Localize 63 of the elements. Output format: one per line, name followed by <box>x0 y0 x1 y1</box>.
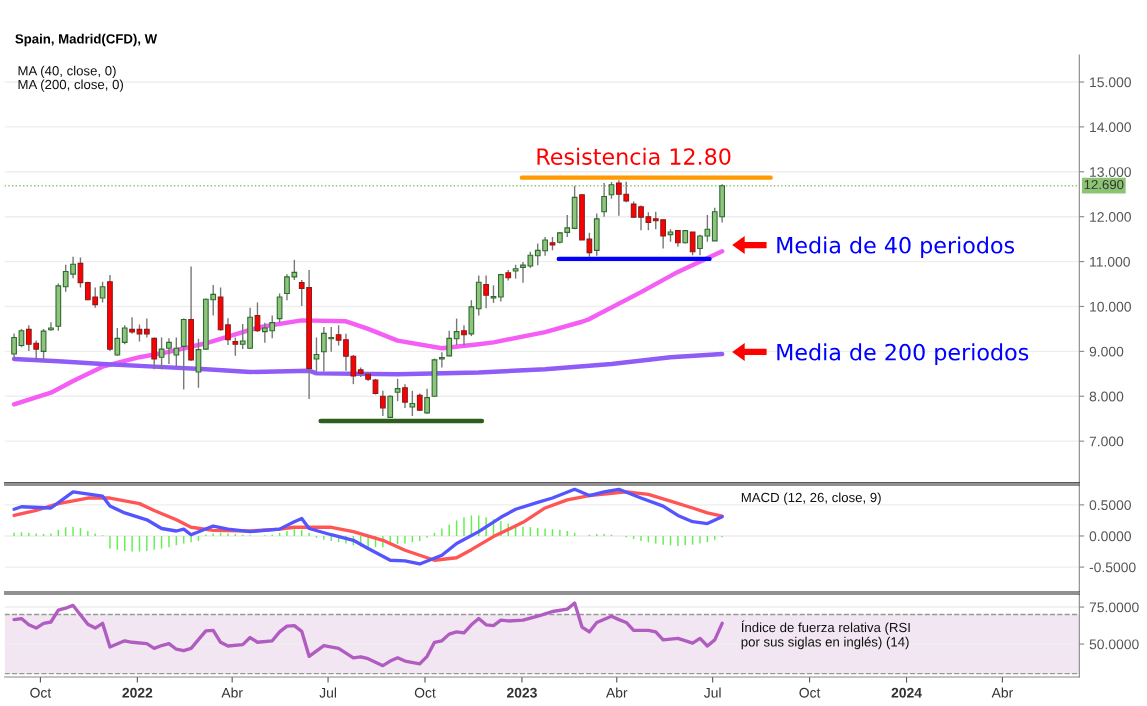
candlestick <box>394 378 401 402</box>
candlestick <box>232 336 239 357</box>
candlestick <box>40 328 47 362</box>
x-tick-label: Jul <box>703 687 721 698</box>
candlestick <box>402 383 408 409</box>
candlestick <box>446 330 453 357</box>
candlestick <box>424 387 430 415</box>
candlestick <box>483 274 489 309</box>
y-tick-label: 9.000 <box>1089 346 1124 357</box>
x-tick-label: Oct <box>414 687 436 698</box>
x-tick-label: Abr <box>991 687 1013 698</box>
y-tick-label: 12.000 <box>1090 212 1131 222</box>
y-tick-label: 50.0000 <box>1089 639 1139 650</box>
line-series <box>12 601 724 668</box>
candlestick <box>121 324 128 345</box>
annotation: Media de 200 periodos <box>777 343 1029 365</box>
annotation: MA (40, close, 0) <box>18 65 116 79</box>
x-tick-label: Abr <box>605 687 628 698</box>
x-tick-label: Jul <box>319 687 337 698</box>
line-series <box>11 351 725 377</box>
y-tick-label: 8.000 <box>1089 391 1124 402</box>
candlestick <box>387 394 394 419</box>
candlestick <box>195 338 202 389</box>
x-tick-label: Abr <box>221 687 243 698</box>
ref-line-label: 12.690 <box>1084 179 1124 190</box>
y-tick-label: 13.000 <box>1090 167 1131 177</box>
line-series <box>11 249 725 407</box>
candlestick <box>453 317 460 346</box>
candlestick <box>99 281 106 304</box>
candlestick <box>409 390 416 417</box>
y-tick-label: 14.000 <box>1090 122 1131 133</box>
annotation: Resistencia 12.80 <box>537 147 731 165</box>
y-tick-label: 0.0000 <box>1089 531 1131 542</box>
annotation: MA (200, close, 0) <box>18 79 123 92</box>
x-tick-label: 2024 <box>891 687 922 698</box>
candlestick <box>379 390 386 417</box>
y-tick-label: 75.0000 <box>1089 602 1139 613</box>
y-tick-label: -0.5000 <box>1089 562 1136 573</box>
y-tick-label: 11.000 <box>1090 256 1130 267</box>
x-tick-label: 2022 <box>122 687 153 698</box>
candlestick <box>77 256 84 289</box>
chart-title: Spain, Madrid(CFD), W <box>15 33 158 47</box>
candlestick <box>689 231 696 256</box>
candlestick <box>114 327 121 357</box>
x-tick-label: 2023 <box>506 687 537 698</box>
x-tick-label: Oct <box>30 687 52 698</box>
candlestick <box>48 321 54 332</box>
candlestick <box>497 273 504 303</box>
candlestick <box>254 301 261 333</box>
y-tick-label: 10.000 <box>1090 301 1131 312</box>
annotation: MACD (12, 26, close, 9) <box>741 492 881 505</box>
candlestick <box>276 292 283 324</box>
y-tick-label: 15.000 <box>1090 77 1131 88</box>
candlestick <box>461 324 467 347</box>
annotation: Media de 40 periodos <box>777 236 1015 258</box>
candlestick <box>151 336 158 371</box>
y-tick-label: 0.5000 <box>1089 500 1131 511</box>
annotation: Índice de fuerza relativa (RSI por sus siglas en inglés) (14) <box>741 620 910 650</box>
y-tick-label: 7.000 <box>1089 436 1124 447</box>
candlestick <box>143 317 150 339</box>
candlestick <box>313 336 320 373</box>
candlestick <box>438 351 445 369</box>
x-tick-label: Oct <box>799 687 821 698</box>
